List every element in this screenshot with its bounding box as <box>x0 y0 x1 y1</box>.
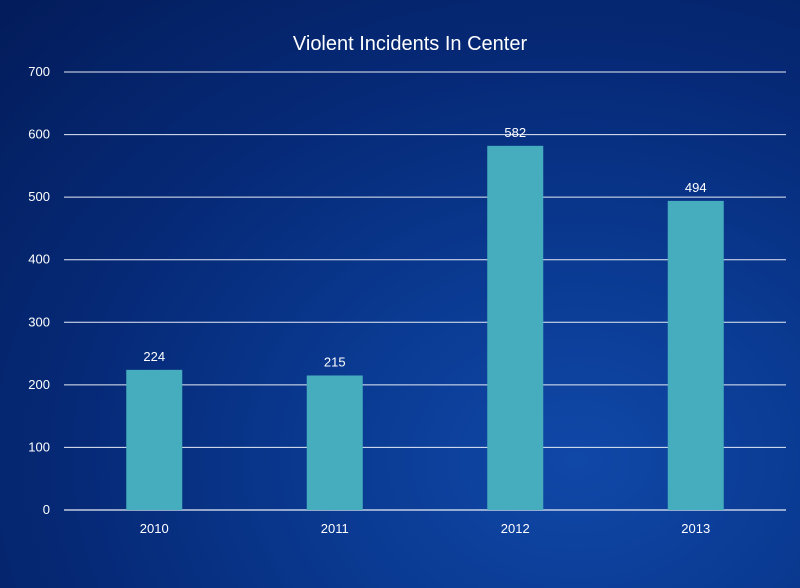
y-tick-label: 100 <box>28 439 50 454</box>
data-labels: 224 215 582 494 <box>143 125 706 370</box>
data-label-2013: 494 <box>685 180 707 195</box>
data-label-2012: 582 <box>504 125 526 140</box>
y-tick-label: 300 <box>28 314 50 329</box>
y-tick-label: 400 <box>28 252 50 267</box>
y-tick-label: 0 <box>43 502 50 517</box>
y-tick-label: 700 <box>28 64 50 79</box>
y-tick-label: 200 <box>28 377 50 392</box>
chart-title: Violent Incidents In Center <box>293 33 528 55</box>
x-tick-label: 2012 <box>501 521 530 536</box>
y-tick-label: 600 <box>28 127 50 142</box>
data-label-2010: 224 <box>143 349 165 364</box>
bar-2010 <box>126 369 183 510</box>
y-axis-ticks: 0 100 200 300 400 500 600 700 <box>28 64 50 517</box>
x-axis-ticks: 2010 2011 2012 2013 <box>140 521 710 536</box>
x-tick-label: 2011 <box>321 521 349 536</box>
x-tick-label: 2013 <box>681 521 710 536</box>
x-tick-label: 2010 <box>140 521 169 536</box>
y-tick-label: 500 <box>28 189 50 204</box>
bar-2013 <box>667 200 724 510</box>
gridlines <box>64 71 786 511</box>
bar-2012 <box>487 145 544 510</box>
bars <box>126 145 724 510</box>
bar-2011 <box>306 375 363 510</box>
data-label-2011: 215 <box>324 354 346 369</box>
